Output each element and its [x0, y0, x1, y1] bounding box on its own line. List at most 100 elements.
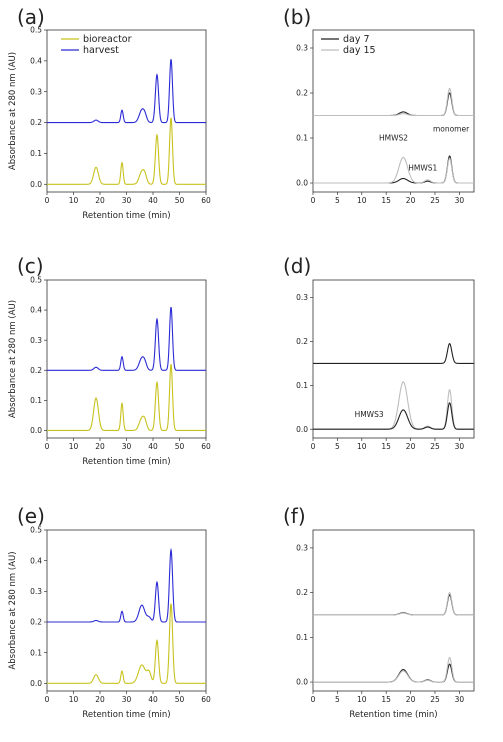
x-tick-label: 20	[406, 442, 416, 451]
x-tick-label: 60	[201, 695, 211, 704]
panel-label: (e)	[17, 504, 45, 528]
x-tick-label: 0	[311, 442, 316, 451]
y-tick-label: 0.3	[30, 336, 42, 345]
series-line	[313, 156, 474, 184]
chart-panel: (d) 0 5 10 15 20 25 30 0.0 0.1 0.2 0.3 HMWS3	[283, 254, 475, 451]
plot-frame	[46, 279, 207, 439]
y-tick-label: 0.2	[30, 366, 42, 375]
series-line	[47, 603, 206, 684]
x-tick-label: 0	[311, 695, 316, 704]
series-line	[313, 663, 474, 683]
y-tick-label: 0.2	[30, 618, 42, 627]
x-tick-label: 20	[406, 695, 416, 704]
x-axis-label: Retention time (min)	[82, 211, 170, 221]
series-line	[313, 594, 474, 616]
x-tick-label: 30	[455, 196, 465, 205]
y-axis-label: Absorbance at 280 nm (AU)	[8, 551, 18, 669]
y-tick-label: 0.1	[296, 381, 308, 390]
x-tick-label: 20	[95, 196, 105, 205]
x-axis-label: Retention time (min)	[349, 710, 437, 720]
x-tick-label: 5	[335, 695, 340, 704]
chart-panel: (a) 0 10 20 30 40 50 60 0.0 0.1 0.2 0.3 0.4 0.5 Retent…	[8, 5, 211, 221]
x-tick-label: 5	[335, 196, 340, 205]
series-line	[313, 87, 474, 117]
x-tick-label: 20	[406, 196, 416, 205]
series-line	[47, 117, 206, 185]
x-tick-label: 40	[148, 196, 158, 205]
y-tick-label: 0.5	[30, 526, 42, 535]
x-tick-label: 20	[95, 442, 105, 451]
y-tick-label: 0.3	[30, 587, 42, 596]
panel-label: (d)	[283, 254, 311, 278]
x-tick-label: 50	[175, 695, 185, 704]
y-tick-label: 0.3	[296, 543, 308, 552]
y-tick-label: 0.0	[30, 679, 42, 688]
x-tick-label: 10	[69, 695, 79, 704]
chart-panel: (e) 0 10 20 30 40 50 60 0.0 0.1 0.2 0.3 0.4 0.5 Retent…	[8, 504, 211, 720]
legend-entry: day 15	[343, 45, 376, 56]
y-tick-label: 0.5	[30, 276, 42, 285]
x-tick-label: 30	[455, 442, 465, 451]
x-tick-label: 60	[201, 196, 211, 205]
y-tick-label: 0.2	[30, 118, 42, 127]
plot-frame	[312, 279, 475, 439]
x-tick-label: 0	[45, 196, 50, 205]
panel-label: (f)	[283, 504, 306, 528]
panel-label: (b)	[283, 5, 311, 29]
x-tick-label: 15	[381, 196, 391, 205]
series-line	[47, 364, 206, 432]
y-tick-label: 0.3	[296, 44, 308, 53]
x-tick-label: 50	[175, 442, 185, 451]
legend-entry: harvest	[83, 45, 119, 56]
y-tick-label: 0.3	[296, 293, 308, 302]
series-line	[47, 59, 206, 124]
y-tick-label: 0.1	[296, 134, 308, 143]
x-tick-label: 30	[122, 196, 132, 205]
y-tick-label: 0.1	[30, 396, 42, 405]
y-tick-label: 0.4	[30, 56, 42, 65]
plot-frame	[312, 529, 475, 692]
x-tick-label: 20	[95, 695, 105, 704]
series-line	[47, 547, 206, 623]
series-line	[47, 306, 206, 371]
plot-frame	[46, 29, 207, 193]
x-tick-label: 0	[45, 442, 50, 451]
y-tick-label: 0.3	[30, 87, 42, 96]
peak-annotation: HMWS1	[408, 163, 437, 172]
legend-entry: bioreactor	[83, 34, 132, 45]
x-tick-label: 40	[148, 695, 158, 704]
x-tick-label: 5	[335, 442, 340, 451]
x-tick-label: 40	[148, 442, 158, 451]
y-axis-label: Absorbance at 280 nm (AU)	[8, 300, 18, 418]
y-tick-label: 0.0	[30, 426, 42, 435]
x-tick-label: 15	[381, 442, 391, 451]
peak-annotation: monomer	[433, 124, 470, 133]
peak-annotation: HMWS2	[379, 133, 408, 142]
chart-panel: (f) 0 5 10 15 20 25 30 0.0 0.1 0.2 0.3 Retention tim…	[283, 504, 475, 720]
series-line	[313, 92, 474, 117]
series-line	[313, 402, 474, 430]
y-tick-label: 0.0	[296, 678, 308, 687]
y-tick-label: 0.2	[296, 337, 308, 346]
legend-entry: day 7	[343, 34, 370, 45]
y-tick-label: 0.4	[30, 556, 42, 565]
x-tick-label: 30	[122, 695, 132, 704]
x-axis-label: Retention time (min)	[82, 710, 170, 720]
x-tick-label: 0	[45, 695, 50, 704]
y-tick-label: 0.5	[30, 26, 42, 35]
y-tick-label: 0.4	[30, 306, 42, 315]
x-tick-label: 25	[430, 442, 440, 451]
peak-annotation: HMWS3	[355, 410, 384, 419]
y-tick-label: 0.2	[296, 588, 308, 597]
x-tick-label: 30	[455, 695, 465, 704]
x-tick-label: 0	[311, 196, 316, 205]
x-tick-label: 25	[430, 695, 440, 704]
y-tick-label: 0.1	[30, 648, 42, 657]
x-tick-label: 10	[357, 196, 367, 205]
y-axis-label: Absorbance at 280 nm (AU)	[8, 52, 18, 170]
y-tick-label: 0.0	[296, 179, 308, 188]
x-tick-label: 10	[69, 196, 79, 205]
plot-frame	[312, 29, 475, 193]
